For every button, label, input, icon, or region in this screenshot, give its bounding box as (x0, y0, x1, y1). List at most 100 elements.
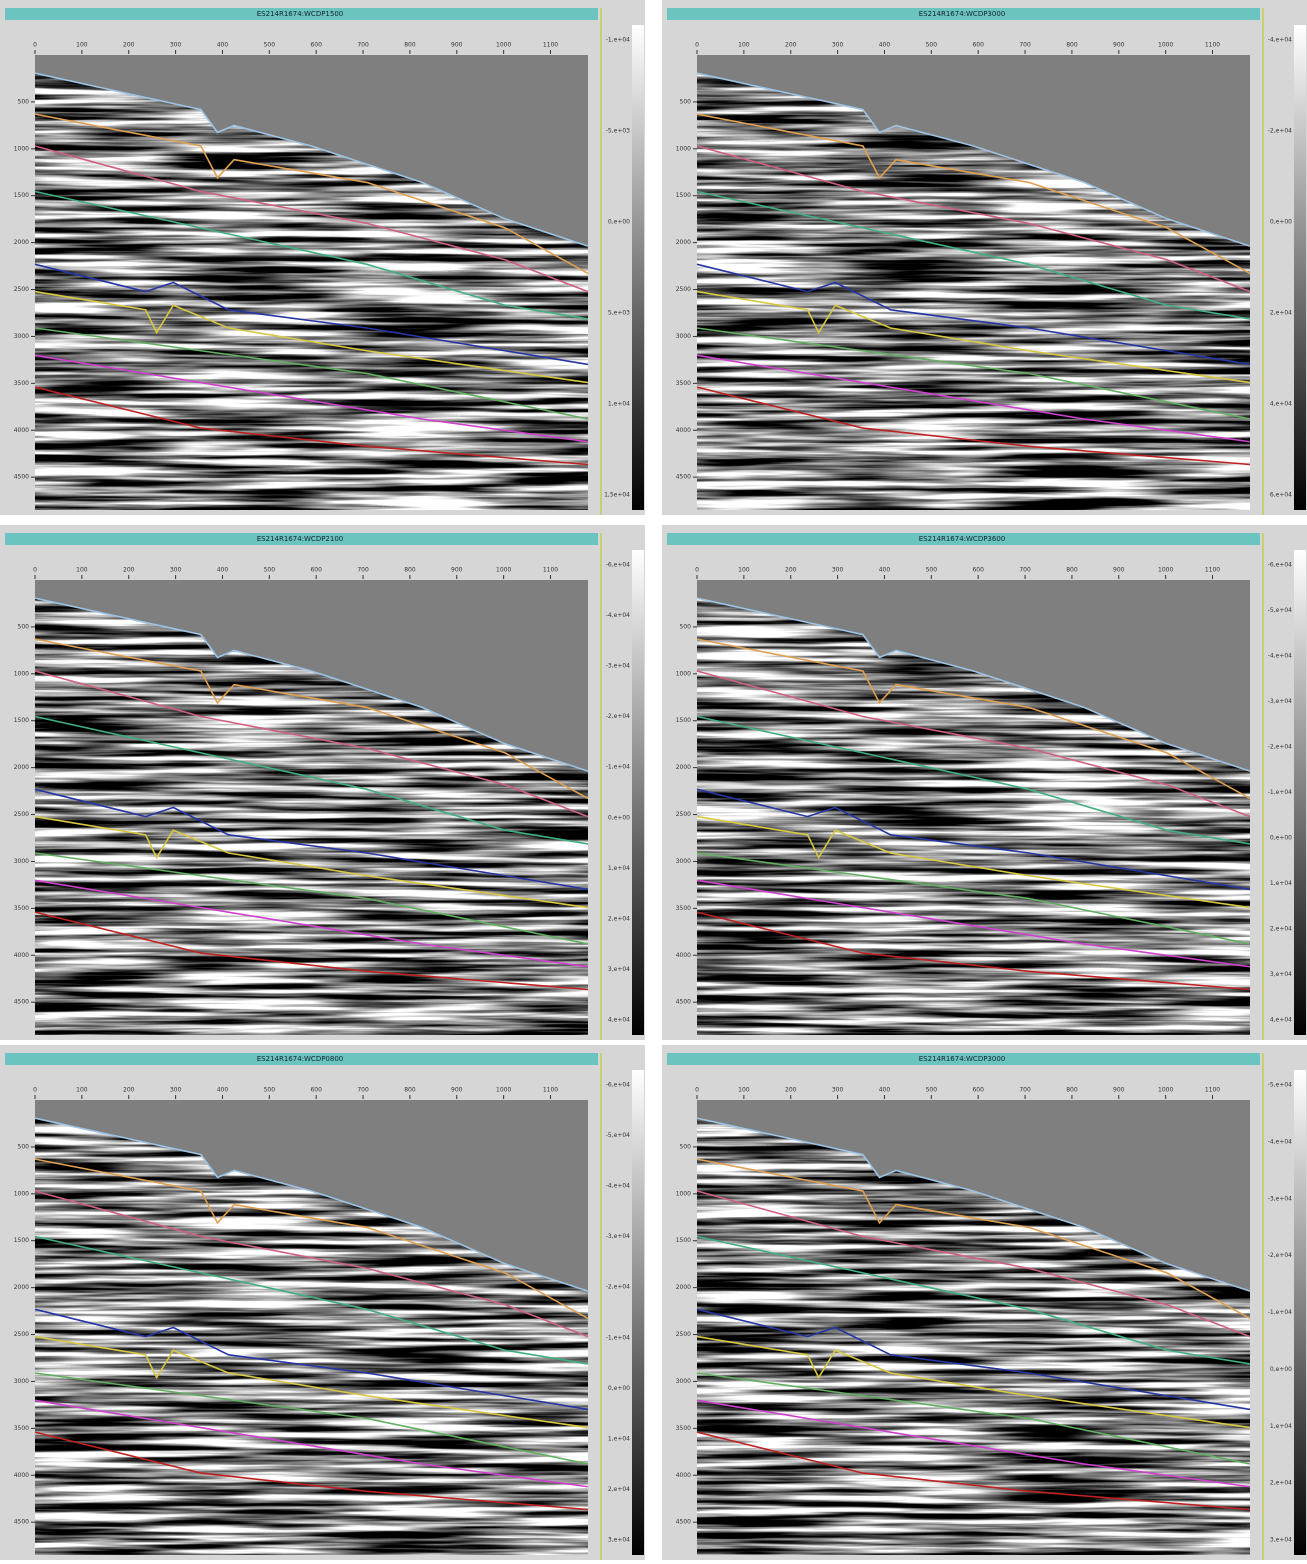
y-tick-label: 2000 (676, 764, 691, 771)
panel-canvas: ES214R1674:WCDP2100010020030040050060070… (0, 525, 645, 1040)
x-tick-label: 900 (451, 567, 463, 574)
x-tick-label: 500 (264, 1087, 276, 1094)
x-tick-label: 0 (33, 42, 37, 49)
colorbar-label: 5,e+03 (608, 310, 630, 317)
y-tick-label: 2500 (676, 811, 691, 818)
y-tick-label: 2500 (676, 1331, 691, 1338)
x-tick-label: 400 (217, 1087, 229, 1094)
panel-canvas: ES214R1674:WCDP3000010020030040050060070… (662, 1045, 1307, 1560)
x-tick-label: 900 (451, 1087, 463, 1094)
x-tick-label: 500 (264, 567, 276, 574)
x-tick-label: 100 (738, 567, 750, 574)
y-tick-label: 2500 (14, 1331, 29, 1338)
colorbar-label: 1,e+04 (608, 401, 630, 408)
y-tick-label: 1000 (676, 1190, 691, 1197)
y-tick-label: 2000 (676, 239, 691, 246)
colorbar (1294, 25, 1306, 510)
x-tick-label: 100 (76, 1087, 88, 1094)
x-tick-label: 900 (1113, 42, 1125, 49)
x-tick-label: 300 (832, 1087, 844, 1094)
x-tick-label: 600 (310, 42, 322, 49)
seismic-panel: ES214R1674:WCDP3000010020030040050060070… (662, 0, 1307, 515)
y-tick-label: 500 (680, 1143, 692, 1150)
y-tick-label: 3000 (14, 333, 29, 340)
colorbar-label: 6,e+04 (1270, 492, 1292, 499)
colorbar-label: -5,e+04 (1268, 607, 1292, 614)
x-tick-label: 300 (832, 567, 844, 574)
y-tick-label: 4000 (14, 952, 29, 959)
y-tick-label: 2500 (14, 286, 29, 293)
x-tick-label: 200 (123, 1087, 135, 1094)
y-tick-label: 4500 (676, 1519, 691, 1526)
colorbar-label: 1,e+04 (1270, 880, 1292, 887)
x-tick-label: 300 (170, 1087, 182, 1094)
x-tick-label: 700 (1019, 1087, 1031, 1094)
panel-title: ES214R1674:WCDP1500 (257, 10, 344, 18)
x-tick-label: 1100 (1205, 42, 1220, 49)
x-tick-label: 800 (1066, 1087, 1078, 1094)
x-tick-label: 0 (695, 1087, 699, 1094)
y-tick-label: 500 (680, 98, 692, 105)
colorbar-label: -5,e+03 (606, 128, 630, 135)
x-tick-label: 600 (972, 567, 984, 574)
colorbar-label: -3,e+04 (606, 663, 630, 670)
colorbar-label: 1,e+04 (1270, 1423, 1292, 1430)
colorbar (632, 25, 644, 510)
colorbar-label: -4,e+04 (1268, 653, 1292, 660)
colorbar-label: 1,e+04 (608, 865, 630, 872)
colorbar-label: -6,e+04 (1268, 562, 1292, 569)
x-tick-label: 600 (972, 42, 984, 49)
y-tick-label: 3000 (676, 858, 691, 865)
x-tick-label: 600 (310, 1087, 322, 1094)
y-tick-label: 4000 (676, 1472, 691, 1479)
x-tick-label: 500 (926, 567, 938, 574)
colorbar-label: -1,e+04 (606, 1334, 630, 1341)
x-tick-label: 100 (738, 42, 750, 49)
x-tick-label: 200 (123, 567, 135, 574)
colorbar-label: 0,e+00 (608, 814, 630, 821)
y-tick-label: 4500 (14, 474, 29, 481)
x-tick-label: 200 (785, 567, 797, 574)
colorbar-label: -2,e+04 (606, 713, 630, 720)
colorbar-label: -2,e+04 (606, 1284, 630, 1291)
y-tick-label: 1000 (676, 670, 691, 677)
page: ES214R1674:WCDP1500 0 100 200 300 400 500 600 70… (0, 0, 1307, 1557)
y-tick-label: 2500 (14, 811, 29, 818)
colorbar-label: -4,e+04 (1268, 37, 1292, 44)
y-tick-label: 1500 (676, 717, 691, 724)
y-tick-label: 1000 (14, 1190, 29, 1197)
colorbar-label: 4,e+04 (608, 1017, 630, 1024)
y-tick-label: 3500 (676, 905, 691, 912)
x-tick-label: 0 (695, 42, 699, 49)
y-tick-label: 3000 (676, 1378, 691, 1385)
x-tick-label: 900 (1113, 567, 1125, 574)
panel-title: ES214R1674:WCDP3000 (919, 10, 1006, 18)
colorbar-label: -4,e+04 (1268, 1138, 1292, 1145)
colorbar-label: -3,e+04 (1268, 1195, 1292, 1202)
panel-title: ES214R1674:WCDP3600 (919, 535, 1006, 543)
y-tick-label: 2000 (14, 764, 29, 771)
colorbar-label: 2,e+04 (608, 1486, 630, 1493)
y-tick-label: 2000 (676, 1284, 691, 1291)
x-tick-label: 700 (1019, 42, 1031, 49)
y-tick-label: 3500 (14, 1425, 29, 1432)
colorbar-label: 3,e+04 (608, 966, 630, 973)
y-tick-label: 500 (18, 1143, 30, 1150)
x-tick-label: 900 (1113, 1087, 1125, 1094)
y-tick-label: 1500 (676, 192, 691, 199)
colorbar-label: -2,e+04 (1268, 1252, 1292, 1259)
x-tick-label: 100 (76, 42, 88, 49)
y-tick-label: 500 (680, 623, 692, 630)
panel-title: ES214R1674:WCDP2100 (257, 535, 344, 543)
y-tick-label: 3000 (14, 858, 29, 865)
x-tick-label: 1000 (1158, 42, 1173, 49)
colorbar-label: -5,e+04 (606, 1132, 630, 1139)
x-tick-label: 800 (1066, 567, 1078, 574)
y-tick-label: 4500 (676, 474, 691, 481)
colorbar-label: 1,5e+04 (604, 492, 630, 499)
